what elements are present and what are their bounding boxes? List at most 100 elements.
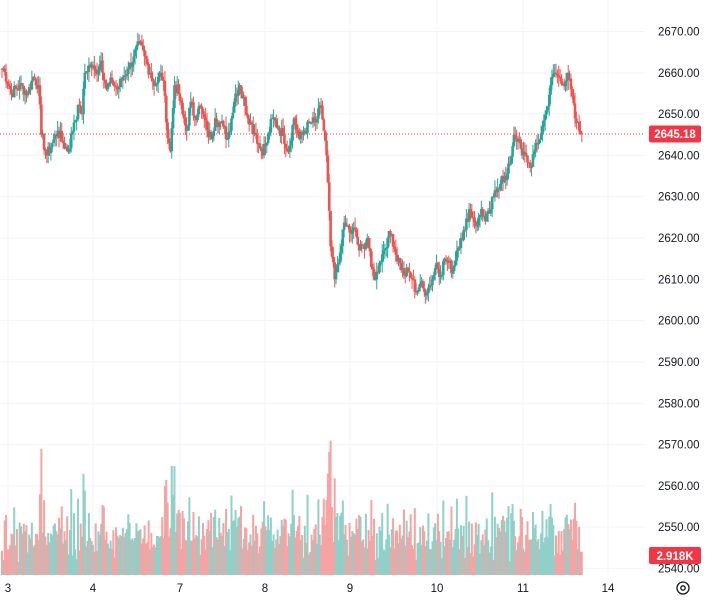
volume-bar (226, 531, 229, 575)
volume-bar (210, 513, 213, 575)
volume-bar (549, 504, 552, 575)
candle-body (228, 130, 232, 133)
candle-body (279, 130, 282, 136)
chart-settings-icon[interactable] (676, 581, 690, 595)
candle-body (261, 151, 265, 156)
last-price-tag: 2645.18 (649, 125, 701, 143)
volume-bar (189, 540, 192, 575)
candle-body (351, 229, 354, 234)
candle-body (22, 86, 26, 95)
candle-body (481, 209, 484, 217)
candle-body (545, 110, 548, 115)
candle-body (416, 290, 419, 292)
candle-body (99, 60, 103, 65)
volume-bar (576, 549, 579, 575)
volume-bar (548, 516, 551, 575)
candle-body (300, 131, 304, 135)
volume-bar (253, 540, 256, 575)
candle-body (524, 152, 528, 156)
candle-body (285, 148, 289, 152)
volume-bar (220, 535, 223, 575)
candle-body (3, 68, 7, 73)
price-tick-label: 2600.00 (658, 316, 700, 328)
time-axis[interactable]: 3 4 7 8 9 10 11 14 (5, 583, 615, 595)
candle-body (323, 130, 327, 141)
volume-bar (67, 554, 70, 575)
volume-bar (134, 538, 137, 575)
volume-bar (231, 521, 234, 575)
candle-body (222, 121, 225, 127)
candle-body (16, 89, 20, 91)
volume-bar (284, 519, 287, 575)
volume-bar (273, 547, 276, 575)
candle-body (90, 64, 93, 68)
candle-body (560, 78, 563, 84)
volume-bar (470, 523, 473, 575)
volume-bar (131, 538, 134, 575)
volume-bar (420, 544, 423, 575)
volume-bar (15, 528, 18, 575)
candle-body (499, 183, 502, 190)
candle-body (573, 103, 577, 119)
volume-bar (271, 540, 274, 575)
candle-body (144, 56, 148, 59)
candle-body (336, 264, 339, 273)
price-candles (0, 32, 584, 304)
candle-body (198, 105, 202, 107)
volume-bar (564, 517, 567, 575)
volume-bar (161, 517, 164, 575)
candle-body (21, 83, 24, 87)
candle-body (143, 50, 146, 57)
candle-body (454, 260, 457, 266)
candle-body (561, 83, 565, 86)
candle-body (520, 148, 524, 156)
candle-body (523, 151, 527, 153)
candle-body (539, 134, 543, 140)
volume-bar (423, 531, 426, 575)
volume-bar (169, 528, 172, 575)
candle-body (194, 118, 198, 121)
candle-body (292, 118, 296, 126)
volume-bar (415, 559, 418, 575)
volume-bar (389, 547, 392, 575)
volume-bar (468, 521, 471, 575)
candle-body (423, 288, 426, 292)
candle-body (128, 62, 131, 69)
candle-body (116, 87, 119, 90)
candle-body (80, 113, 84, 115)
volume-bar (579, 551, 582, 575)
volume-bar (497, 528, 500, 575)
volume-bar (329, 440, 332, 575)
volume-bar (34, 533, 37, 575)
chart-grid (0, 0, 645, 575)
candle-body (410, 277, 414, 280)
candle-body (480, 209, 483, 215)
candle-body (503, 176, 506, 182)
candle-body (530, 166, 533, 168)
volume-bar (311, 540, 314, 575)
volume-bar (447, 531, 450, 575)
volume-bar (481, 534, 484, 575)
candle-body (150, 72, 153, 79)
volume-bar (116, 535, 119, 575)
volume-bar (530, 539, 533, 575)
candle-body (242, 97, 246, 99)
price-axis[interactable]: 2540.00 2550.00 2560.00 2570.00 2580.00 2590.… (658, 27, 700, 576)
time-tick-label: 9 (347, 583, 353, 595)
volume-bar (301, 535, 304, 575)
candle-body (213, 118, 217, 131)
volume-bar (394, 530, 397, 575)
volume-bar (101, 505, 104, 575)
volume-bar (185, 540, 188, 575)
candle-body (370, 251, 373, 267)
candle-body (281, 127, 285, 135)
volume-bar (575, 520, 578, 575)
volume-bar (345, 539, 348, 575)
candle-body (165, 96, 168, 123)
candle-body (473, 217, 476, 223)
volume-bar (94, 523, 97, 575)
volume-bar (356, 529, 359, 575)
candle-body (421, 281, 425, 289)
volume-bar (373, 518, 376, 575)
